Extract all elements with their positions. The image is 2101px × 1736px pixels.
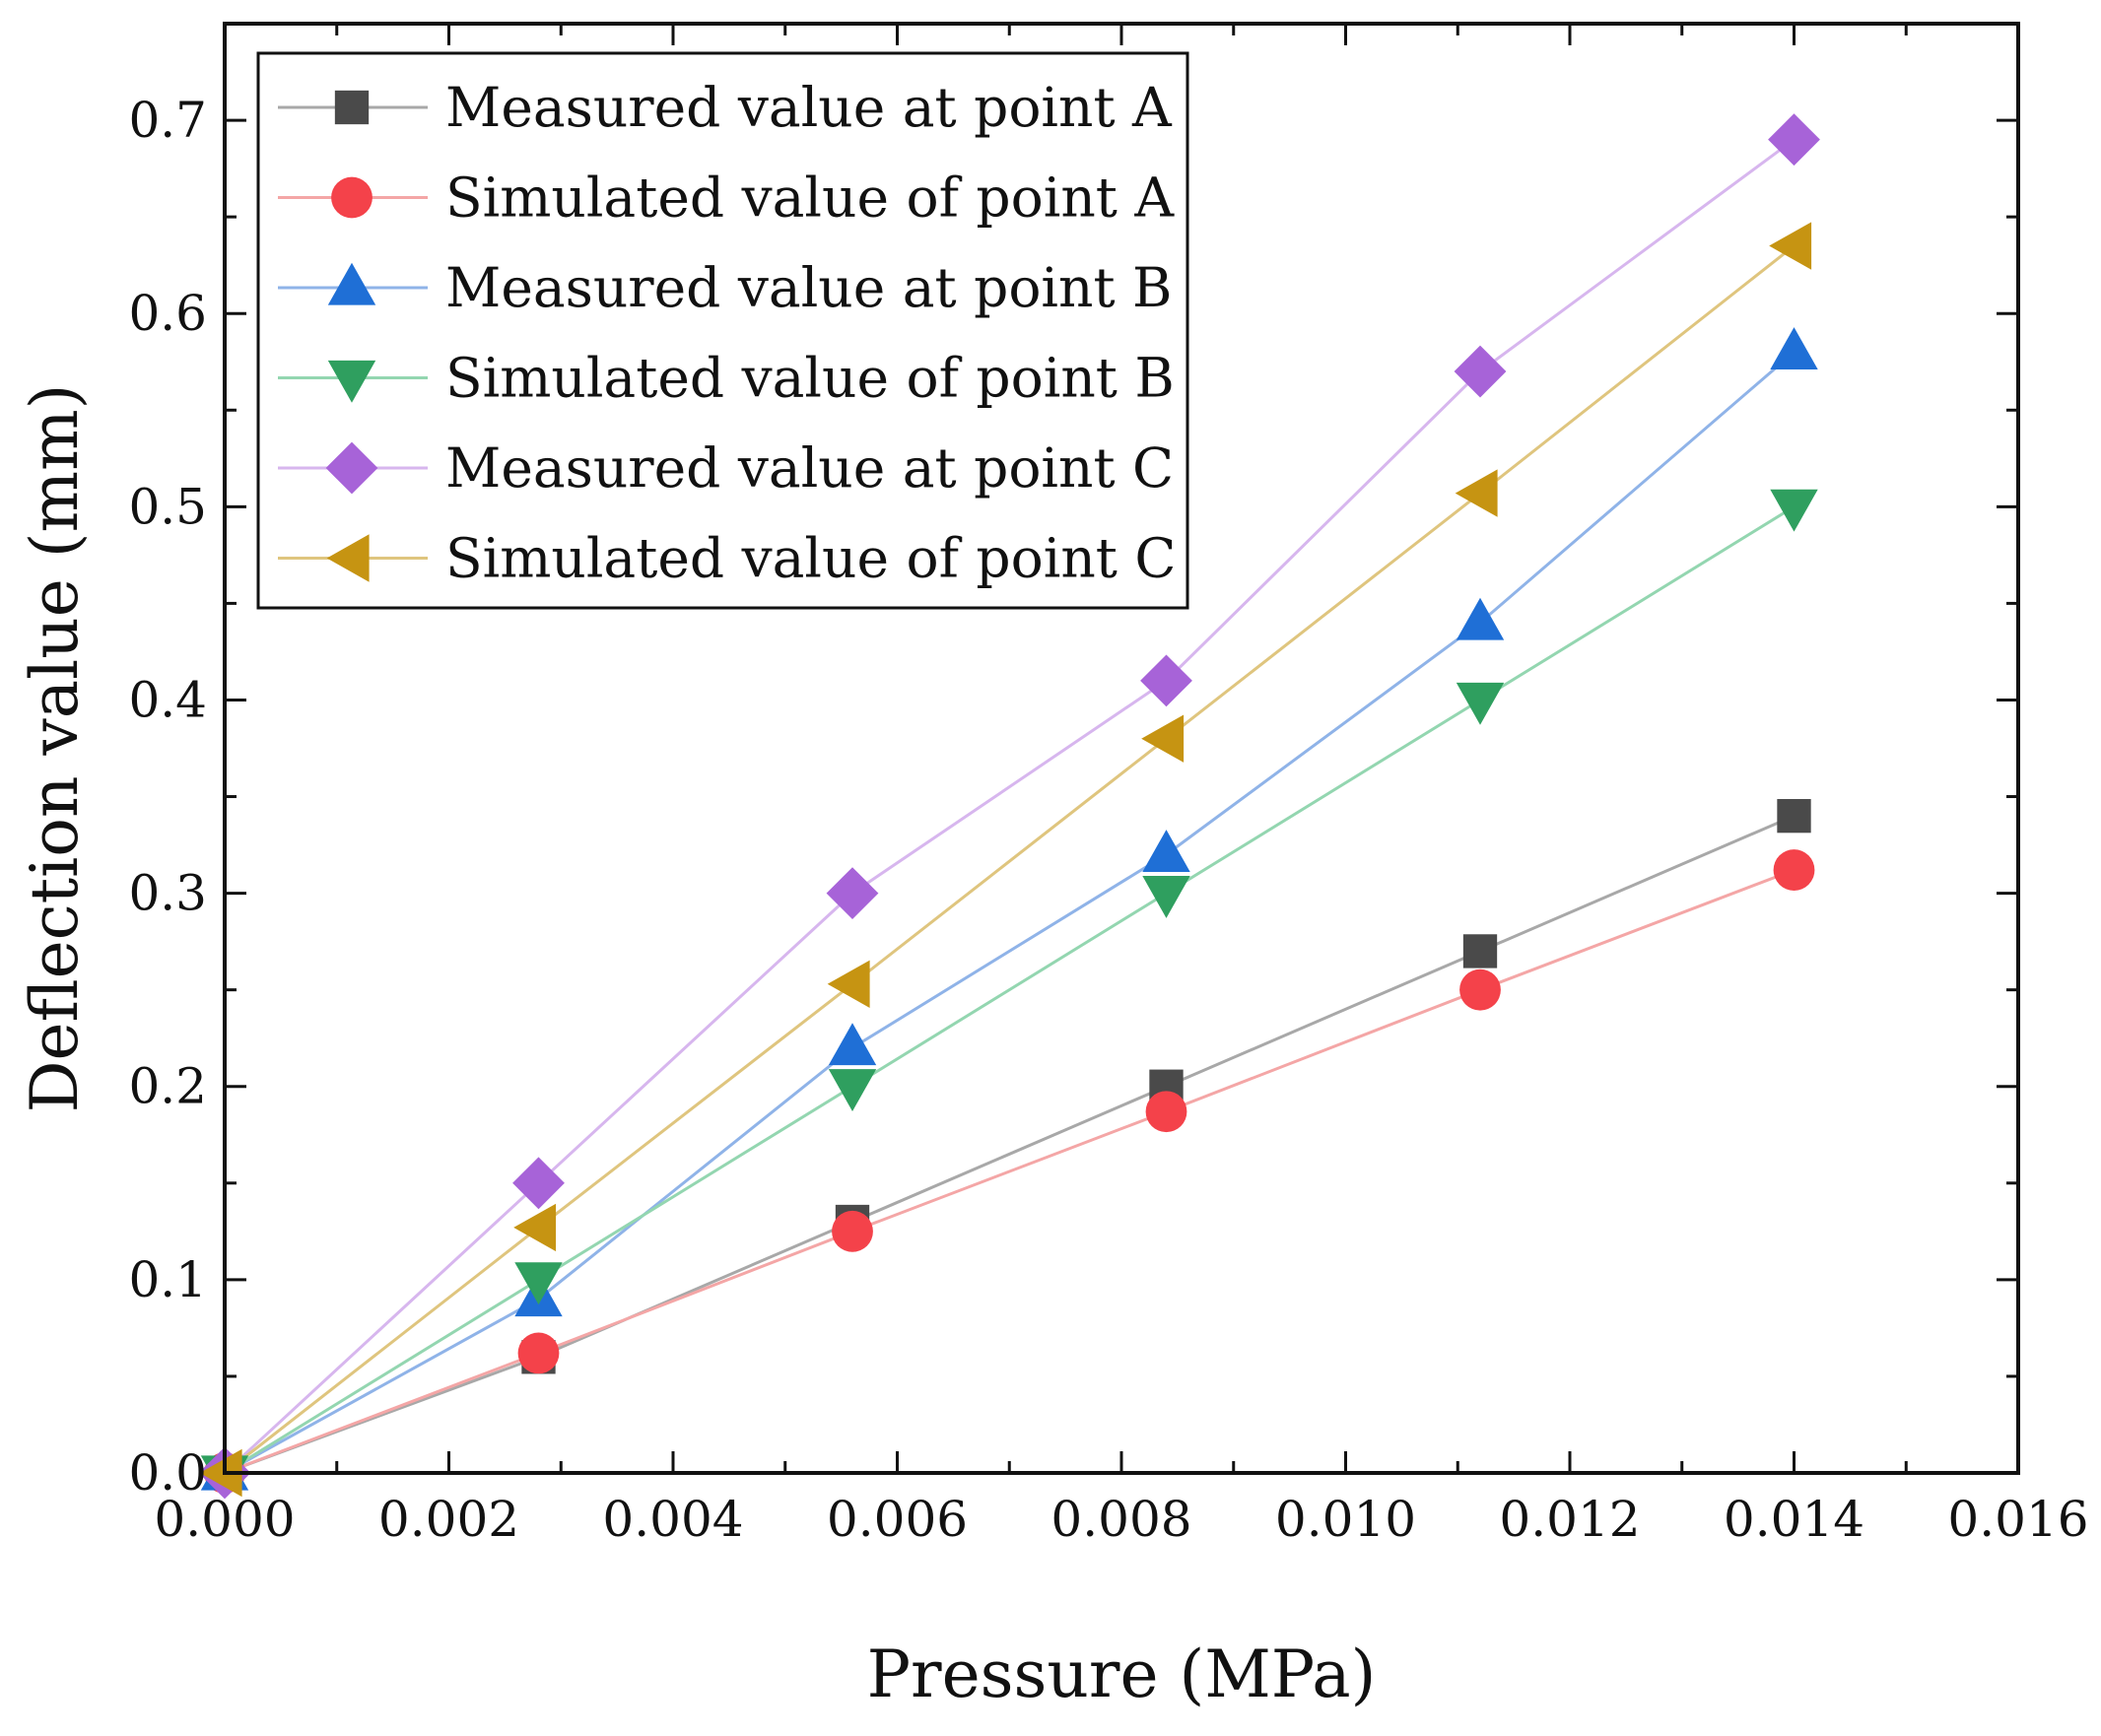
x-tick-label: 0.010 (1275, 1491, 1416, 1548)
data-point (1459, 968, 1501, 1011)
x-tick-label: 0.000 (154, 1491, 295, 1548)
legend-marker (334, 90, 370, 125)
data-point (828, 1023, 877, 1066)
y-tick-label: 0.4 (128, 671, 207, 728)
data-point (826, 867, 879, 919)
data-point (1141, 714, 1185, 763)
data-point (1777, 798, 1811, 834)
x-tick-label: 0.004 (602, 1491, 743, 1548)
x-tick-label: 0.002 (378, 1491, 519, 1548)
data-point (1140, 654, 1192, 707)
data-point (1462, 934, 1498, 968)
legend-label: Measured value at point B (445, 256, 1172, 319)
data-point (1455, 469, 1498, 517)
data-point (832, 1210, 873, 1252)
series-line-5 (223, 138, 1796, 1475)
x-tick-label: 0.016 (1947, 1491, 2088, 1548)
y-tick-label: 0.2 (128, 1058, 207, 1115)
legend-label: Simulated value of point B (445, 347, 1175, 410)
legend-marker (327, 360, 376, 403)
y-tick-label: 0.0 (128, 1444, 207, 1502)
series-line-3 (224, 351, 1796, 1475)
plot-frame (223, 22, 2020, 1475)
data-point (513, 1203, 557, 1252)
legend-box (256, 51, 1189, 610)
data-point (1770, 489, 1818, 532)
data-point (1456, 682, 1505, 725)
x-tick-label: 0.008 (1050, 1491, 1191, 1548)
data-point (1454, 345, 1507, 398)
series-line-4 (224, 505, 1796, 1475)
x-tick-label: 0.014 (1724, 1491, 1864, 1548)
legend-label: Simulated value of point C (445, 527, 1176, 590)
x-tick-label: 0.012 (1499, 1491, 1640, 1548)
data-point (1145, 1091, 1187, 1133)
data-point (1770, 327, 1818, 370)
y-tick-label: 0.7 (128, 92, 207, 149)
legend-marker (327, 262, 376, 305)
data-point (1142, 876, 1190, 918)
legend-marker (331, 176, 373, 219)
y-axis-title: Deflection value (mm) (17, 384, 93, 1113)
y-tick-label: 0.5 (128, 478, 207, 535)
legend-label: Simulated value of point A (445, 167, 1175, 230)
x-tick-label: 0.006 (827, 1491, 968, 1548)
series-line-1 (224, 814, 1796, 1475)
data-point (512, 1157, 565, 1210)
legend-label: Measured value at point A (445, 76, 1173, 139)
data-point (514, 1262, 563, 1305)
x-axis-title: Pressure (MPa) (867, 1636, 1377, 1712)
legend: Measured value at point A Simulated value… (256, 51, 1189, 610)
data-point (1769, 222, 1812, 270)
y-tick-label: 0.6 (128, 285, 207, 342)
series-lines (223, 138, 1796, 1475)
tick-labels: 0.000 0.002 0.004 0.006 0.008 0.010 0.012 0.014… (128, 92, 2088, 1548)
data-point (199, 1448, 242, 1498)
y-tick-label: 0.1 (128, 1251, 207, 1308)
data-point (828, 1069, 877, 1112)
series-line-6 (224, 244, 1796, 1475)
data-point (1768, 113, 1820, 167)
legend-marker (325, 441, 378, 495)
y-tick-label: 0.3 (128, 865, 207, 922)
data-point (517, 1332, 560, 1374)
legend-marker (326, 534, 370, 582)
legend-label: Measured value at point C (445, 436, 1174, 500)
data-point (827, 960, 870, 1008)
data-point (1773, 849, 1815, 891)
data-point (1142, 830, 1190, 872)
series-line-2 (224, 868, 1796, 1475)
data-point (1456, 597, 1505, 640)
